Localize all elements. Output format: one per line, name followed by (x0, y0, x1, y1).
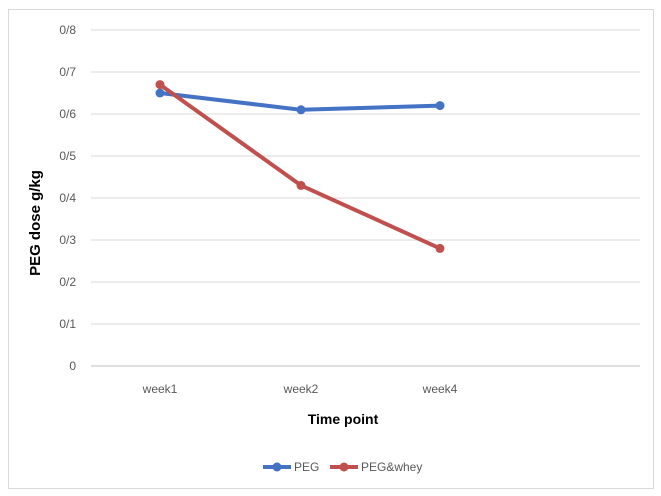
x-tick-label: week1 (142, 382, 178, 396)
legend: PEG PEG&whey (263, 460, 422, 474)
data-point (296, 180, 306, 190)
data-point (155, 80, 165, 90)
y-axis-label: PEG dose g/kg (27, 170, 44, 276)
y-tick-label: 0/5 (59, 149, 76, 163)
legend-swatch-marker (272, 462, 282, 472)
y-tick-label: 0/4 (59, 191, 76, 205)
y-tick-label: 0/8 (59, 23, 76, 37)
x-tick-label: week2 (283, 382, 319, 396)
y-tick-label: 0/3 (59, 233, 76, 247)
legend-swatch-marker (339, 462, 349, 472)
y-tick-label: 0/7 (59, 65, 76, 79)
chart-area (8, 9, 654, 489)
legend-entry-label: PEG (294, 460, 319, 474)
data-point (296, 105, 306, 115)
series-lines (155, 80, 445, 253)
y-tick-label: 0/2 (59, 275, 76, 289)
gridlines (91, 29, 640, 367)
x-axis-ticks: week1 week2 week4 (142, 382, 458, 396)
x-axis-label: Time point (308, 411, 379, 427)
data-point (435, 101, 445, 111)
y-axis-ticks: 0 0/1 0/2 0/3 0/4 0/5 0/6 0/7 0/8 (59, 23, 76, 373)
y-tick-label: 0/1 (59, 317, 76, 331)
y-tick-label: 0/6 (59, 107, 76, 121)
data-point (155, 88, 165, 98)
x-tick-label: week4 (422, 382, 458, 396)
legend-entry-label: PEG&whey (361, 460, 422, 474)
data-point (435, 243, 445, 253)
y-tick-label: 0 (69, 359, 76, 373)
